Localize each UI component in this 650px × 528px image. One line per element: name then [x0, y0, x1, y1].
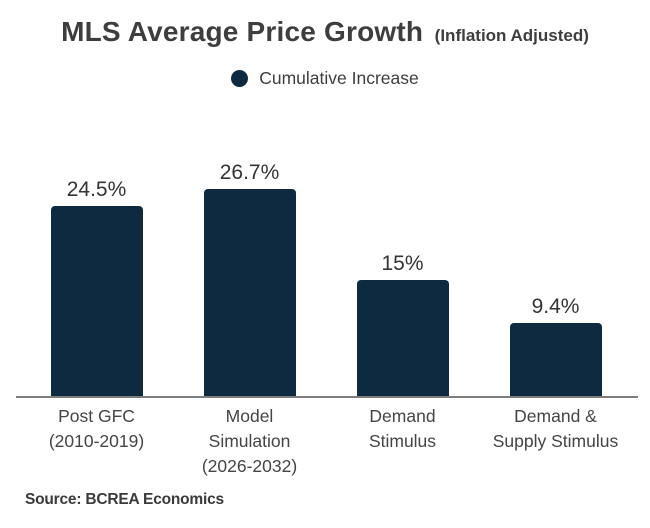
source-note: Source: BCREA Economics — [25, 491, 224, 508]
bar-category-label: Post GFC (2010-2019) — [48, 406, 145, 451]
bar — [203, 189, 296, 396]
chart-title-row: MLS Average Price Growth (Inflation Adju… — [0, 16, 650, 48]
legend-circle-icon — [231, 70, 249, 87]
bar-category-label: Demand Stimulus — [368, 406, 437, 451]
bar-value-label: 9.4% — [531, 295, 580, 318]
x-axis-line — [16, 396, 638, 398]
bar — [356, 280, 449, 396]
bar-column: 15% — [326, 253, 479, 396]
bar-column: 26.7% — [173, 162, 326, 396]
bar-column: 9.4% — [479, 296, 632, 396]
bar-value-label: 15% — [381, 252, 424, 275]
chart-title: MLS Average Price Growth — [61, 16, 424, 47]
category-labels-row: Post GFC (2010-2019) Model Simulation (20… — [20, 404, 632, 479]
bar — [509, 323, 602, 396]
bar-value-label: 26.7% — [219, 161, 280, 184]
bar-category-label: Demand & Supply Stimulus — [492, 406, 619, 451]
bar-value-label: 24.5% — [66, 178, 127, 201]
legend: Cumulative Increase — [0, 68, 650, 89]
bar-column: 24.5% — [20, 179, 173, 396]
bar — [50, 206, 143, 396]
chart-subtitle: (Inflation Adjusted) — [434, 26, 589, 45]
bars-row: 24.5% 26.7% 15% 9.4% — [20, 0, 632, 396]
bar-category-label: Model Simulation (2026-2032) — [201, 406, 298, 476]
legend-label: Cumulative Increase — [259, 68, 419, 88]
